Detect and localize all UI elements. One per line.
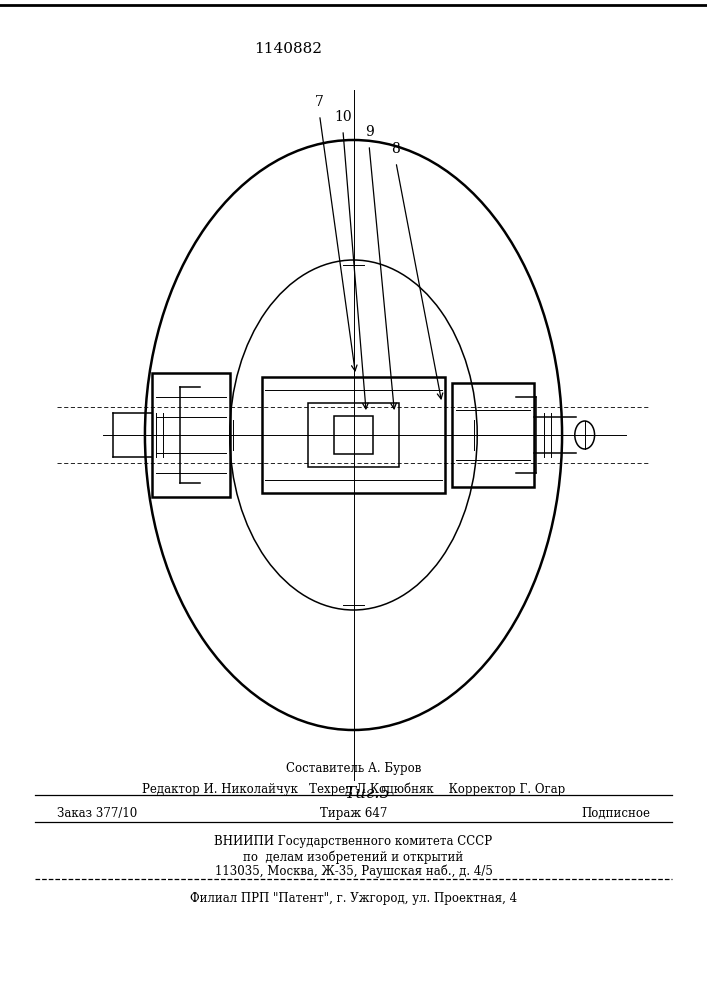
Text: по  делам изобретений и открытий: по делам изобретений и открытий	[243, 850, 464, 863]
Text: 8: 8	[392, 142, 400, 156]
Bar	[152, 373, 230, 497]
Text: Заказ 377/10: Заказ 377/10	[57, 807, 137, 820]
Text: Редактор И. Николайчук   Техред Л.Коцюбняк    Корректор Г. Огар: Редактор И. Николайчук Техред Л.Коцюбняк…	[142, 782, 565, 796]
Text: Филиал ПРП "Патент", г. Ужгород, ул. Проектная, 4: Филиал ПРП "Патент", г. Ужгород, ул. Про…	[190, 892, 517, 905]
Text: Тираж 647: Тираж 647	[320, 807, 387, 820]
Text: ВНИИПИ Государственного комитета СССР: ВНИИПИ Государственного комитета СССР	[214, 835, 493, 848]
Bar	[334, 416, 373, 454]
Text: Составитель А. Буров: Составитель А. Буров	[286, 762, 421, 775]
Bar	[452, 383, 534, 487]
Bar	[262, 377, 445, 493]
Text: Τиг.5: Τиг.5	[344, 785, 391, 802]
Text: 10: 10	[334, 110, 351, 124]
Text: Подписное: Подписное	[581, 807, 650, 820]
Text: 113035, Москва, Ж-35, Раушская наб., д. 4/5: 113035, Москва, Ж-35, Раушская наб., д. …	[214, 864, 493, 878]
Text: 9: 9	[365, 125, 373, 139]
Text: 1140882: 1140882	[255, 42, 322, 56]
Bar	[308, 403, 399, 467]
Text: 7: 7	[315, 95, 324, 109]
